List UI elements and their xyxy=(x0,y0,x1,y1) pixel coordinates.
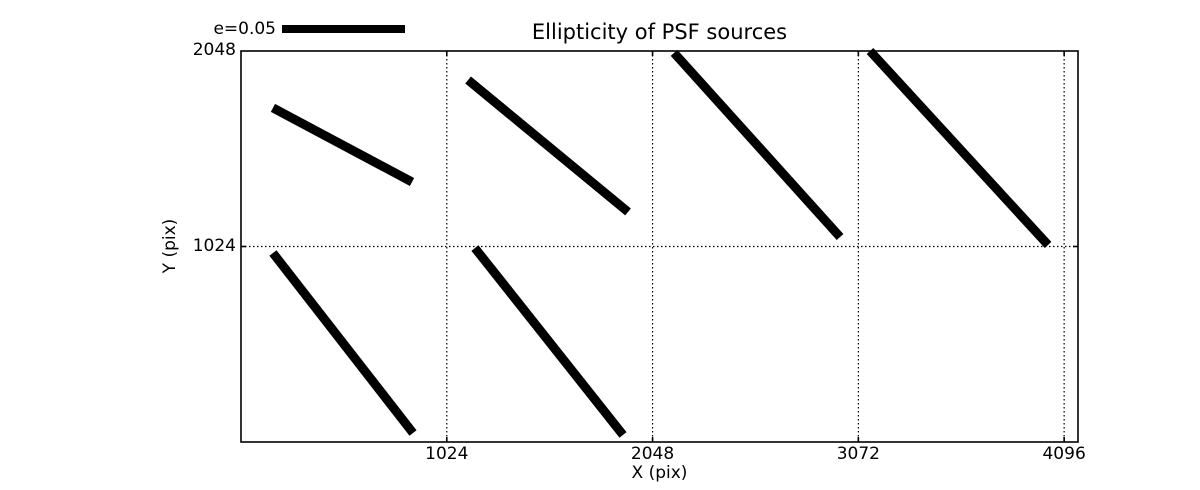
ellipticity-whisker xyxy=(270,103,415,186)
y-tick-label: 2048 xyxy=(192,40,236,60)
x-tick-label: 4096 xyxy=(1042,444,1086,464)
x-tick-label: 2048 xyxy=(630,444,675,464)
ellipticity-whisker xyxy=(471,245,627,438)
x-axis-label: X (pix) xyxy=(631,463,688,483)
x-tick-label: 1024 xyxy=(425,444,469,464)
y-tick-label: 1024 xyxy=(192,235,236,256)
axes-spines xyxy=(240,50,1079,443)
plot-title: Ellipticity of PSF sources xyxy=(531,20,788,44)
x-tick-label: 3072 xyxy=(836,444,880,464)
ellipticity-whisker xyxy=(269,250,417,436)
ellipticity-whisker xyxy=(465,76,631,216)
ellipticity-whisker xyxy=(670,49,844,240)
ellipticity-whisker xyxy=(866,47,1052,249)
legend-label: e=0.05 xyxy=(213,19,276,39)
